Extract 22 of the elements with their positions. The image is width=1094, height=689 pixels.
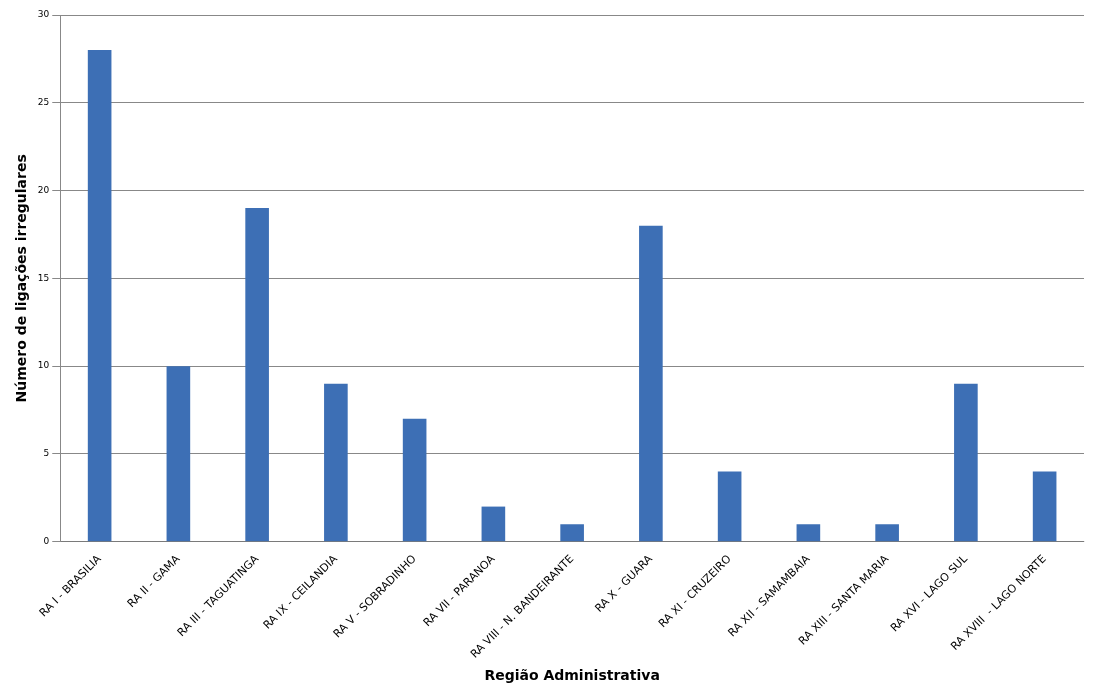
bar (166, 366, 191, 542)
y-axis-title: Número de ligações irregulares (13, 154, 30, 403)
bar (875, 524, 899, 542)
bar (717, 471, 742, 542)
bar (639, 225, 663, 542)
y-tick-label: 30 (37, 9, 50, 20)
y-tick-label: 0 (43, 536, 50, 547)
bar (481, 506, 506, 542)
y-tick-label: 10 (37, 360, 50, 371)
y-tick-label: 20 (37, 184, 50, 195)
bar (402, 418, 427, 542)
bar (87, 50, 112, 542)
y-tick-label: 5 (43, 448, 50, 459)
bar (324, 383, 348, 542)
bar (954, 383, 978, 542)
bar (245, 208, 269, 542)
x-axis-title: Região Administrativa (484, 667, 660, 684)
y-tick-label: 25 (37, 97, 50, 108)
bar (560, 524, 584, 542)
y-tick-label: 15 (37, 272, 50, 283)
bar (796, 524, 821, 542)
bar (1032, 471, 1057, 542)
